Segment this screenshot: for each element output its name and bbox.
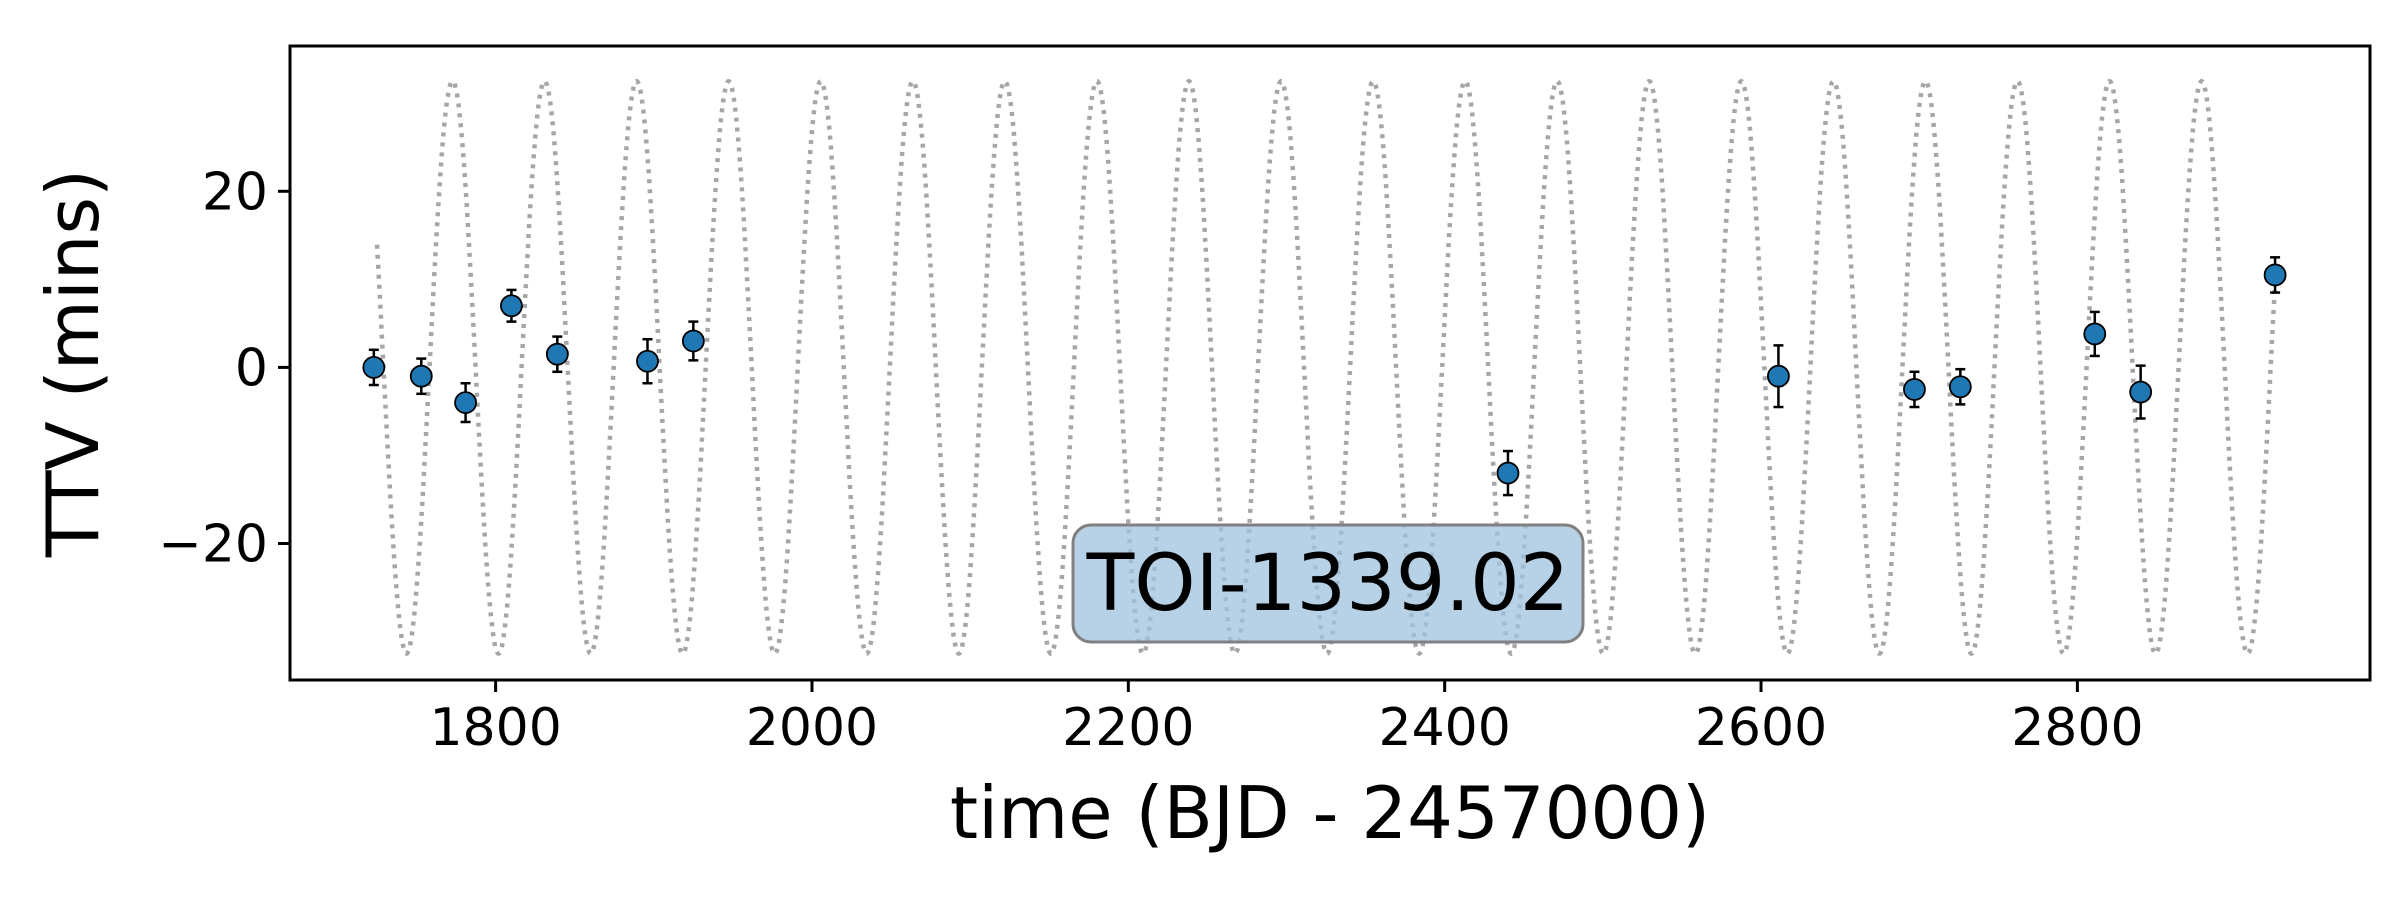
x-tick-label: 2600 — [1695, 698, 1827, 758]
point-marker — [545, 342, 569, 366]
point-marker — [2263, 263, 2287, 287]
point-marker — [500, 294, 523, 318]
data-point — [2129, 364, 2153, 420]
model-curve-group — [374, 78, 2278, 657]
data-point — [2083, 310, 2107, 358]
point-marker — [636, 349, 659, 373]
data-point — [362, 348, 386, 387]
data-point — [500, 288, 523, 323]
data-point — [2263, 256, 2287, 294]
data-point — [545, 335, 569, 374]
point-marker — [2083, 322, 2107, 346]
point-marker — [1496, 461, 1520, 485]
y-tick-label: 20 — [202, 162, 268, 222]
x-tick-label: 2400 — [1379, 698, 1511, 758]
point-marker — [1903, 378, 1926, 401]
x-tick-label: 1800 — [429, 698, 561, 758]
data-point — [1496, 449, 1520, 497]
annotation-group: TOI-1339.02 — [1071, 523, 1585, 644]
data-point — [1767, 344, 1790, 409]
data-points-group — [362, 256, 2287, 497]
point-marker — [2129, 380, 2153, 404]
x-tick-label: 2800 — [2011, 698, 2143, 758]
x-axis: 1800 2000 2200 2400 2600 2800 — [429, 680, 2144, 758]
x-axis-label: time (BJD - 2457000) — [950, 771, 1710, 855]
data-point — [1948, 367, 1972, 406]
point-marker — [1948, 375, 1972, 399]
y-axis: −20 0 20 — [158, 162, 290, 575]
plot-frame — [288, 44, 2372, 682]
point-marker — [1767, 364, 1790, 388]
y-tick-label: −20 — [158, 515, 268, 575]
data-point — [1903, 370, 1926, 409]
data-point — [636, 337, 659, 385]
y-tick-label: 0 — [235, 338, 268, 398]
point-marker — [409, 364, 433, 388]
data-point — [409, 357, 433, 396]
x-tick-label: 2000 — [746, 698, 878, 758]
data-point — [681, 320, 705, 362]
annotation-box — [1071, 523, 1585, 644]
annotation-label: TOI-1339.02 — [1086, 539, 1570, 629]
point-marker — [454, 391, 477, 415]
point-marker — [362, 356, 386, 379]
point-marker — [681, 329, 705, 353]
y-axis-label: TTV (mins) — [31, 169, 115, 558]
x-tick-label: 2200 — [1062, 698, 1194, 758]
data-point — [454, 382, 477, 424]
model-curve-line — [374, 78, 2278, 657]
